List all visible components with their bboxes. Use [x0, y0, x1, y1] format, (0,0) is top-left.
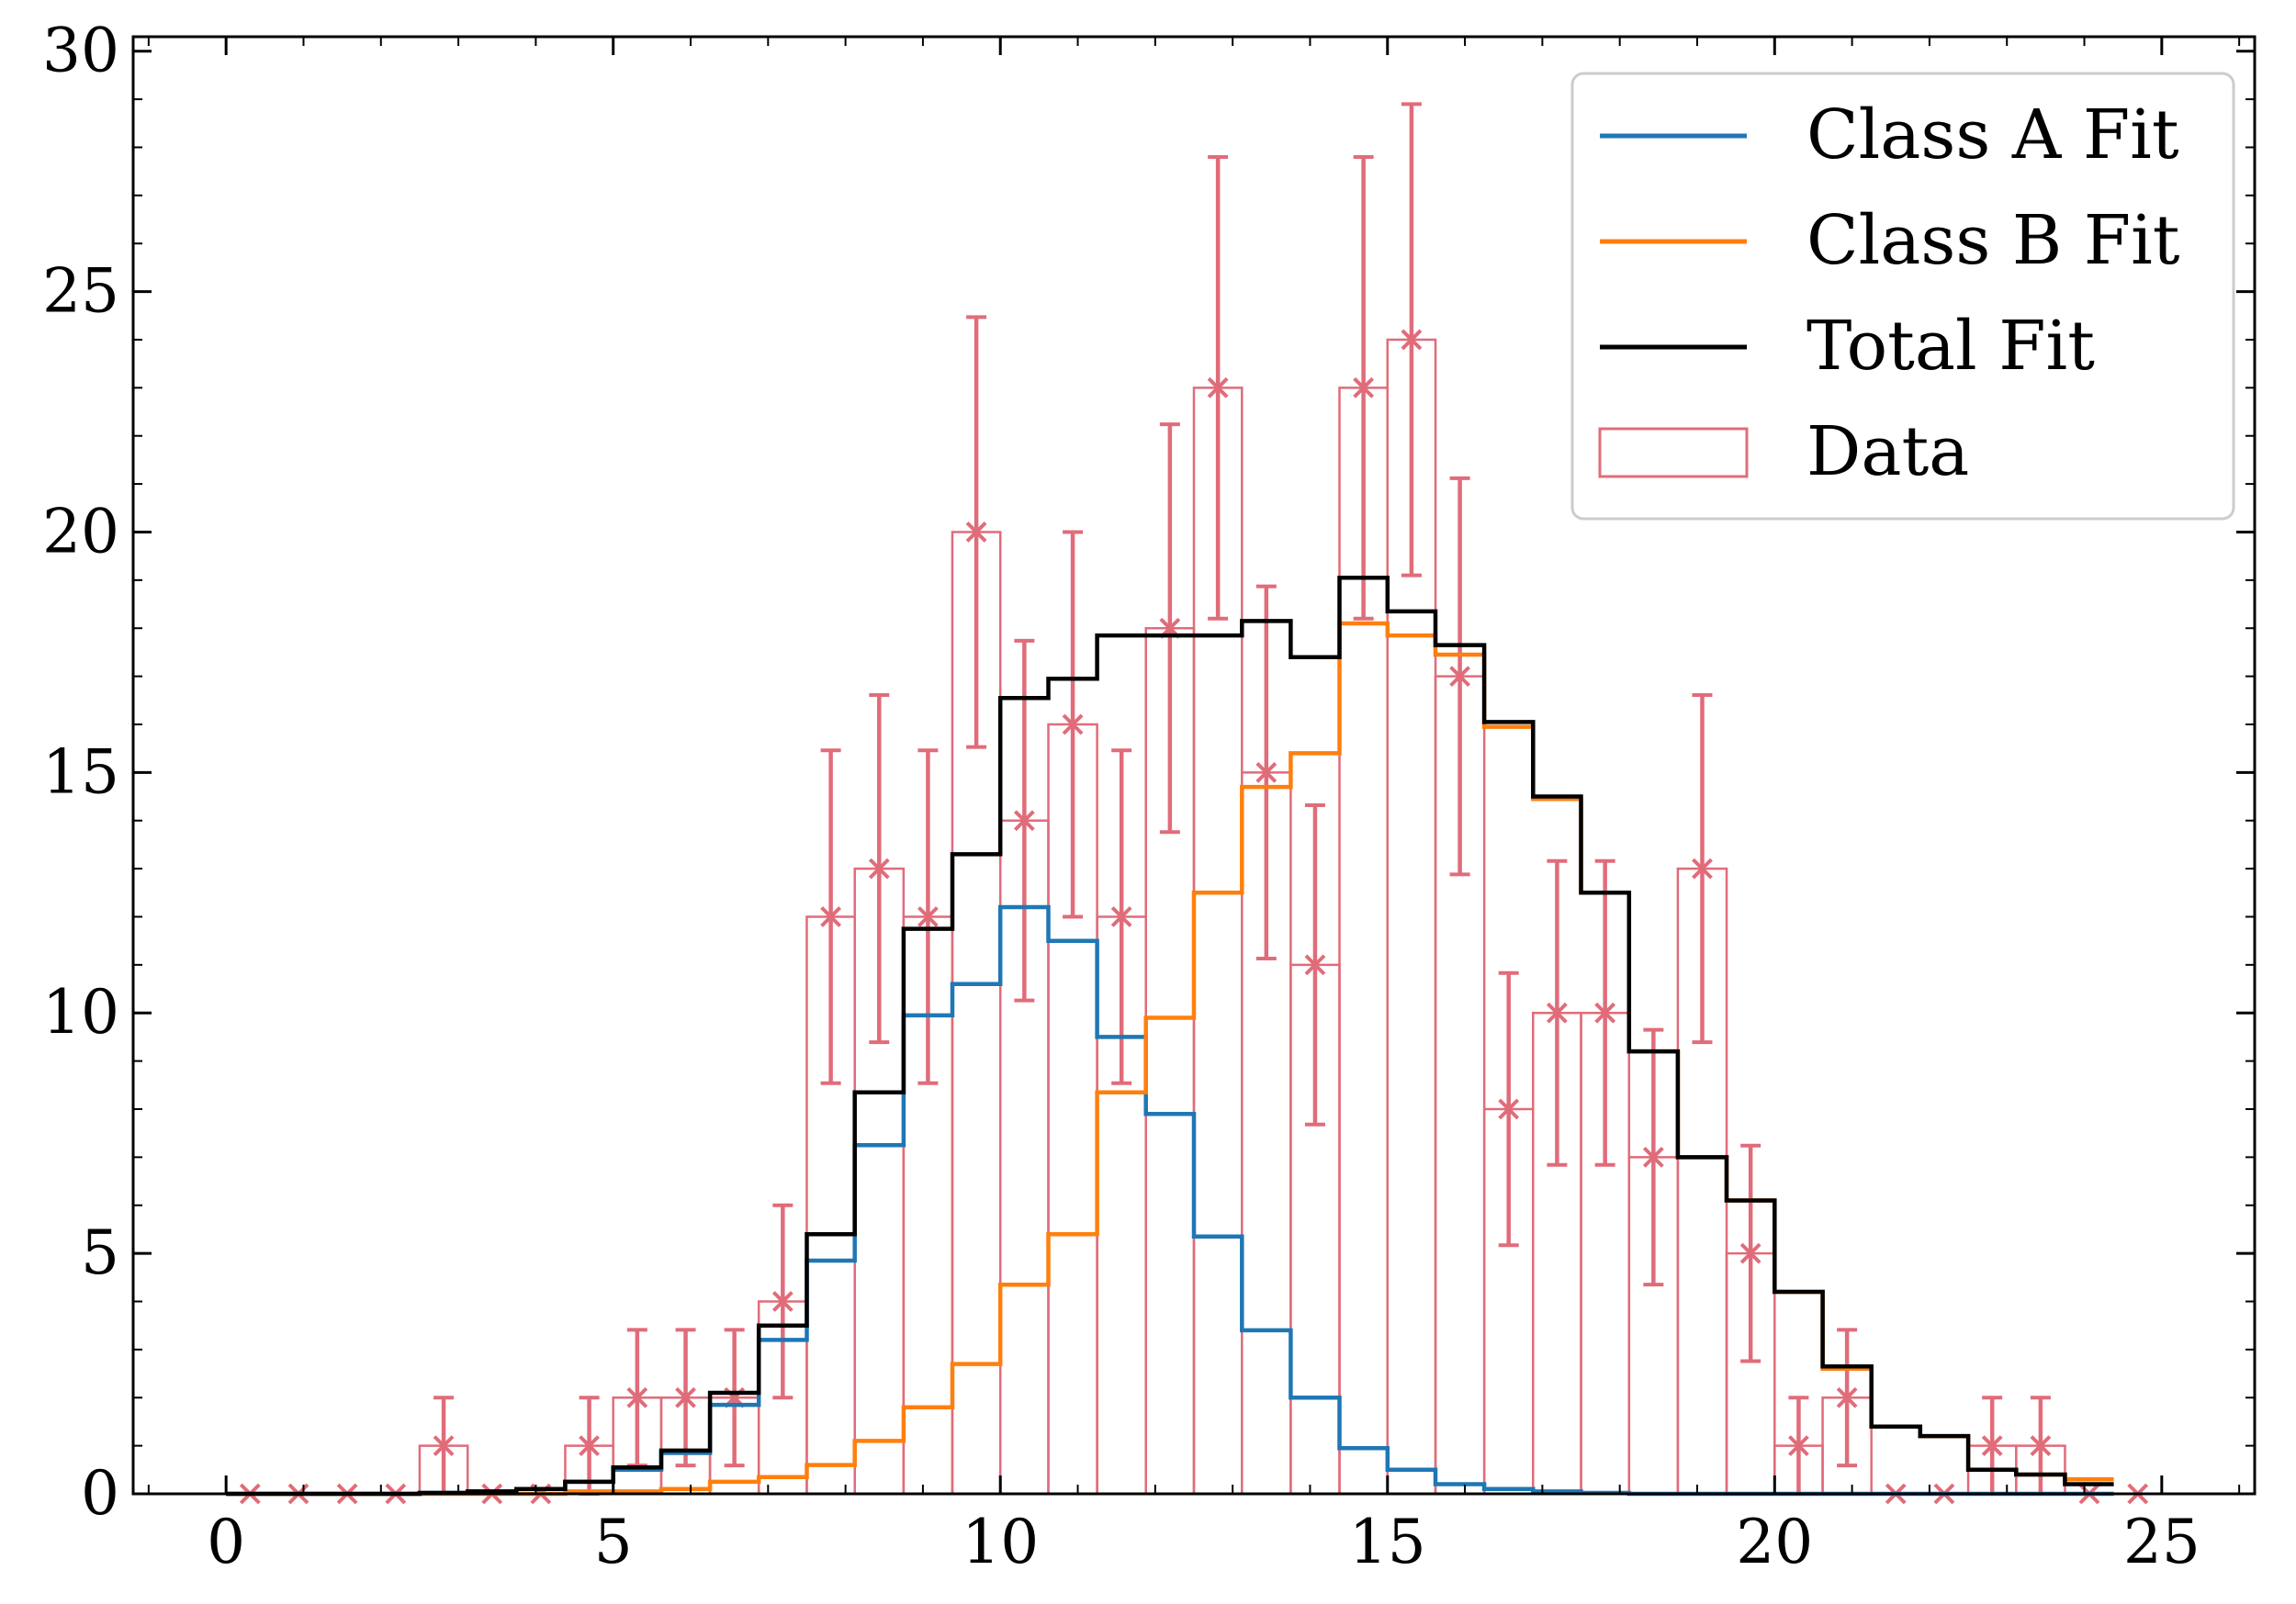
x-tick-label: 20 — [1736, 1507, 1813, 1577]
data-point-stroke — [1401, 329, 1423, 351]
data-point-stroke — [1013, 810, 1035, 832]
data-point — [675, 1386, 696, 1408]
data-point — [1449, 666, 1471, 688]
legend-label: Class B Fit — [1806, 201, 2180, 280]
data-point-stroke — [965, 522, 987, 543]
data-point-stroke — [917, 906, 939, 927]
legend: Class A Fit Class B Fit Total Fit Data — [1570, 72, 2235, 521]
data-point — [917, 906, 939, 927]
data-point-stroke — [1642, 1146, 1664, 1168]
data-point — [1642, 1146, 1664, 1168]
data-point-stroke — [868, 858, 890, 880]
plot-frame — [131, 35, 2257, 1496]
data-point-stroke — [1981, 1435, 2003, 1457]
data-point — [1304, 954, 1326, 976]
data-point — [1110, 906, 1132, 927]
y-tick-label: 5 — [81, 1217, 119, 1288]
data-point-stroke — [1353, 376, 1375, 398]
x-tick-label: 10 — [962, 1507, 1039, 1577]
data-point — [1013, 810, 1035, 832]
y-tick-label: 25 — [42, 256, 119, 327]
data-point-stroke — [2030, 1435, 2052, 1457]
data-point-stroke — [626, 1386, 648, 1408]
data-point-stroke — [1255, 761, 1277, 783]
data-point-stroke — [1739, 1242, 1761, 1264]
data-point-stroke — [1062, 713, 1084, 735]
data-point-stroke — [1110, 906, 1132, 927]
legend-swatch — [1598, 427, 1749, 478]
y-tick-label: 20 — [42, 496, 119, 566]
data-point-stroke — [1546, 1002, 1568, 1024]
data-point-stroke — [675, 1386, 696, 1408]
data-point — [1836, 1386, 1858, 1408]
legend-item-class-a-fit: Class A Fit — [1600, 95, 2179, 174]
data-point — [433, 1435, 455, 1457]
data-point-stroke — [1207, 376, 1229, 398]
data-point — [1207, 376, 1229, 398]
legend-label: Total Fit — [1806, 307, 2095, 386]
legend-box — [1570, 72, 2235, 521]
data-point — [771, 1291, 793, 1312]
data-point-stroke — [1498, 1098, 1520, 1120]
data-point — [820, 906, 842, 927]
y-tick-label: 15 — [42, 736, 119, 807]
data-point-stroke — [433, 1435, 455, 1457]
data-point-stroke — [579, 1435, 600, 1457]
legend-label: Class A Fit — [1806, 95, 2179, 174]
y-tick-label: 10 — [42, 977, 119, 1048]
data-point-stroke — [1304, 954, 1326, 976]
data-series — [239, 102, 2149, 1505]
data-point — [2030, 1435, 2052, 1457]
data-point — [1692, 858, 1713, 880]
data-point-stroke — [1594, 1002, 1616, 1024]
data-point — [1981, 1435, 2003, 1457]
data-point-stroke — [1788, 1435, 1809, 1457]
legend-item-total-fit: Total Fit — [1600, 307, 2095, 386]
x-tick-label: 0 — [207, 1507, 245, 1577]
data-point — [579, 1435, 600, 1457]
legend-item-class-b-fit: Class B Fit — [1600, 201, 2180, 280]
data-point — [868, 858, 890, 880]
data-point-stroke — [1449, 666, 1471, 688]
data-layer — [226, 102, 2149, 1505]
ticks-layer: 0 5 10 15 20 25 0 5 10 15 20 25 30 — [42, 16, 2255, 1577]
data-point-stroke — [771, 1291, 793, 1312]
data-point — [1255, 761, 1277, 783]
y-tick-label: 30 — [42, 16, 119, 86]
x-tick-label: 25 — [2123, 1507, 2200, 1577]
data-point-stroke — [1692, 858, 1713, 880]
data-point — [1498, 1098, 1520, 1120]
data-point-stroke — [1836, 1386, 1858, 1408]
data-point — [1353, 376, 1375, 398]
y-tick-label: 0 — [81, 1458, 119, 1529]
data-point — [1739, 1242, 1761, 1264]
data-point — [1062, 713, 1084, 735]
legend-item-data: Data — [1598, 412, 1969, 491]
x-tick-label: 5 — [594, 1507, 633, 1577]
data-point — [1788, 1435, 1809, 1457]
data-point — [1401, 329, 1423, 351]
data-point — [1594, 1002, 1616, 1024]
data-point — [965, 522, 987, 543]
legend-label: Data — [1806, 412, 1969, 491]
data-point — [1546, 1002, 1568, 1024]
x-tick-label: 15 — [1349, 1507, 1426, 1577]
data-point-stroke — [820, 906, 842, 927]
data-point — [626, 1386, 648, 1408]
